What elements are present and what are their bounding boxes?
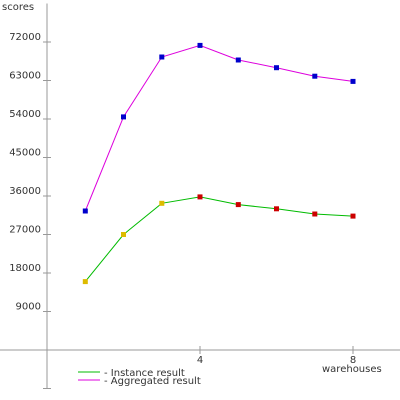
data-point xyxy=(121,114,126,120)
data-point xyxy=(197,42,203,48)
y-tick-label: 27000 xyxy=(9,225,41,236)
axes: 9000 18000 27000 36000 45000 54000 63000 72000 4… xyxy=(0,3,400,389)
x-tick-label: 8 xyxy=(350,355,356,366)
series-markers xyxy=(82,42,356,285)
y-tick-label: 63000 xyxy=(9,71,41,82)
data-point xyxy=(312,211,318,217)
y-axis-label: scores xyxy=(2,2,34,13)
x-axis-label: warehouses xyxy=(322,364,382,375)
series-line-instance xyxy=(84,196,354,282)
data-point xyxy=(350,78,356,84)
data-point xyxy=(159,54,165,60)
y-tick-label: 45000 xyxy=(9,148,41,159)
data-point xyxy=(274,206,279,212)
y-tick-label: 18000 xyxy=(9,263,41,274)
legend-label-aggregated: - Aggregated result xyxy=(104,376,201,387)
data-point xyxy=(235,202,241,208)
data-point xyxy=(159,200,165,206)
data-point xyxy=(235,57,241,63)
data-point xyxy=(82,279,88,285)
y-tick-label: 36000 xyxy=(9,186,41,197)
data-point xyxy=(312,73,318,79)
data-point xyxy=(121,232,126,237)
data-point xyxy=(350,213,356,219)
legend: - Instance result - Aggregated result xyxy=(78,368,201,387)
y-tick-label: 72000 xyxy=(9,32,41,43)
x-tick-label: 4 xyxy=(197,355,203,366)
data-point xyxy=(274,65,279,71)
data-point xyxy=(197,194,203,200)
series-line-aggregated xyxy=(84,44,354,212)
legend-label-instance: - Instance result xyxy=(104,368,185,379)
y-tick-label: 54000 xyxy=(9,109,41,120)
data-point xyxy=(82,208,88,214)
y-tick-label: 9000 xyxy=(16,302,41,313)
series-lines xyxy=(84,44,354,282)
